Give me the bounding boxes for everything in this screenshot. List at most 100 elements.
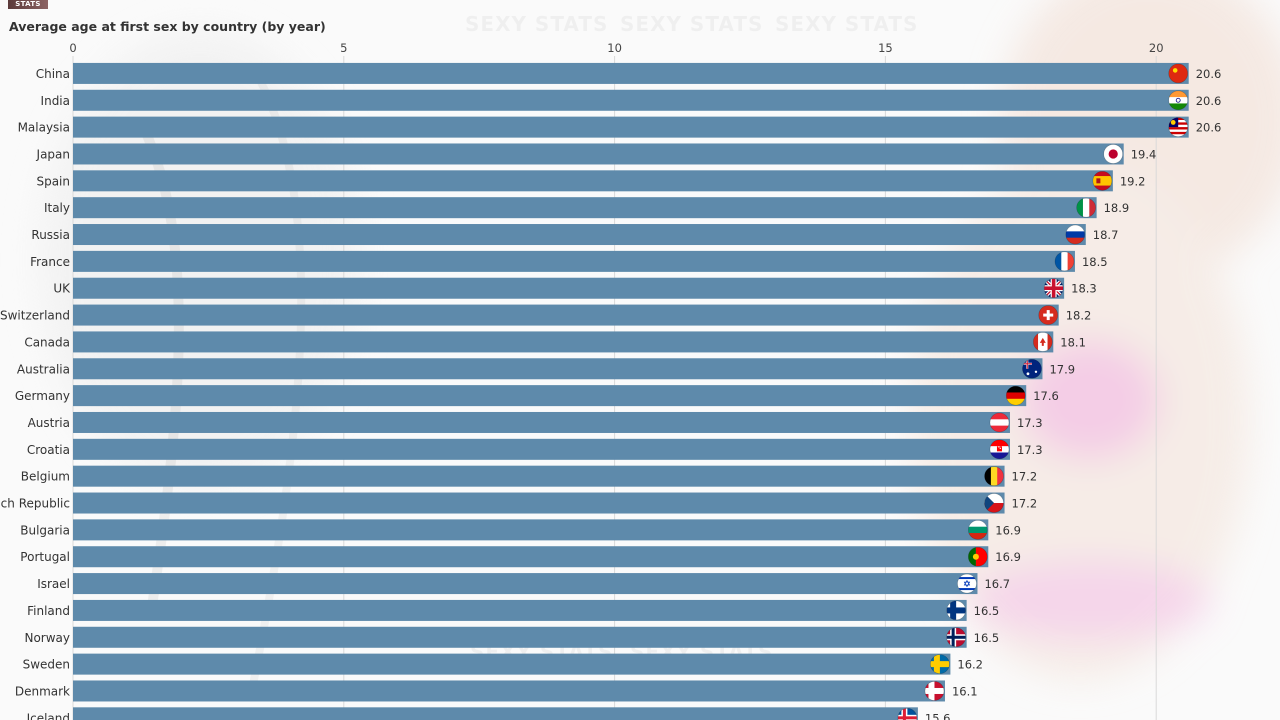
bar — [73, 224, 1086, 246]
japan-flag-icon — [1103, 144, 1124, 164]
value-label: 17.3 — [1017, 443, 1043, 457]
value-label: 16.9 — [995, 523, 1021, 537]
category-label: Croatia — [27, 443, 70, 457]
bar-row: Denmark 16.1 — [15, 680, 978, 702]
category-label: Germany — [15, 389, 70, 403]
category-label: Bulgaria — [20, 523, 70, 537]
sweden-flag-icon — [930, 654, 950, 674]
portugal-flag-icon — [968, 546, 988, 567]
category-label: Russia — [31, 228, 70, 242]
bar-row: Japan 19.4 — [36, 143, 1156, 165]
bar-row: Russia 18.7 — [31, 224, 1119, 246]
bar — [73, 653, 951, 675]
france-flag-icon — [1054, 251, 1075, 272]
bar — [73, 62, 1189, 84]
bar-row: Canada 18.1 — [24, 331, 1086, 353]
value-label: 16.1 — [952, 684, 978, 698]
germany-flag-icon — [1005, 385, 1026, 406]
category-label: Belgium — [21, 470, 70, 484]
value-label: 18.1 — [1060, 335, 1086, 349]
value-label: 19.2 — [1120, 174, 1146, 188]
india-flag-icon — [1168, 90, 1188, 111]
bar — [73, 573, 978, 595]
bar — [73, 438, 1010, 460]
value-label: 20.6 — [1196, 121, 1222, 135]
category-label: Norway — [24, 631, 70, 645]
category-label: Finland — [27, 604, 70, 618]
category-label: China — [36, 67, 70, 81]
bar-row: France 18.5 — [30, 250, 1108, 272]
israel-flag-icon — [957, 573, 977, 594]
finland-flag-icon — [946, 600, 966, 621]
category-label: Denmark — [15, 684, 70, 698]
x-tick-label: 20 — [1149, 41, 1164, 55]
bar-row: India 20.6 — [41, 89, 1221, 111]
bar — [73, 250, 1075, 272]
category-label: Malaysia — [18, 121, 70, 135]
bar — [73, 358, 1043, 380]
category-label: UK — [53, 282, 71, 296]
value-label: 18.3 — [1071, 282, 1097, 296]
category-label: Portugal — [20, 550, 70, 564]
watermark: SEXY STATS — [775, 12, 918, 36]
category-label: Iceland — [27, 711, 70, 720]
bar-row: Israel 16.7 — [37, 573, 1010, 595]
bar-row: Switzerland 18.2 — [0, 304, 1092, 326]
value-label: 18.2 — [1066, 309, 1092, 323]
russia-flag-icon — [1065, 224, 1086, 245]
watermark: SEXY STATS — [465, 12, 608, 36]
category-label: Sweden — [23, 658, 70, 672]
bar — [73, 331, 1054, 353]
bar-row: Czech Republic 17.2 — [0, 492, 1038, 514]
value-label: 16.2 — [957, 658, 983, 672]
bar-row: Australia 17.9 — [17, 358, 1075, 380]
bar-row: UK 18.3 — [53, 277, 1097, 299]
value-label: 17.3 — [1017, 416, 1043, 430]
value-label: 18.5 — [1082, 255, 1108, 269]
value-label: 17.6 — [1033, 389, 1059, 403]
category-label: Italy — [44, 201, 70, 215]
bar — [73, 197, 1097, 219]
category-label: Australia — [17, 362, 70, 376]
value-label: 18.7 — [1093, 228, 1119, 242]
bar-row: Belgium 17.2 — [21, 465, 1038, 487]
x-tick-label: 0 — [69, 41, 76, 55]
bar-row: Sweden 16.2 — [23, 653, 983, 675]
value-label: 17.2 — [1012, 470, 1038, 484]
x-tick-label: 15 — [878, 41, 893, 55]
category-label: Israel — [37, 577, 70, 591]
denmark-flag-icon — [924, 681, 945, 701]
bar-row: Finland 16.5 — [27, 599, 999, 621]
switzerland-flag-icon — [1038, 305, 1059, 325]
bar — [73, 546, 989, 568]
bar-row: Bulgaria 16.9 — [20, 519, 1021, 541]
bar — [73, 143, 1124, 165]
bar — [73, 385, 1027, 407]
bar — [73, 680, 945, 702]
uk-flag-icon — [1043, 278, 1064, 299]
australia-flag-icon — [1022, 358, 1042, 379]
value-label: 15.6 — [925, 711, 951, 720]
value-label: 16.5 — [974, 631, 1000, 645]
bar — [73, 519, 989, 541]
x-tick-label: 10 — [607, 41, 622, 55]
category-label: India — [41, 94, 70, 108]
bar-row: Portugal 16.9 — [20, 546, 1021, 568]
bar — [73, 411, 1010, 433]
bar — [73, 304, 1059, 326]
china-flag-icon — [1168, 63, 1188, 84]
value-label: 17.9 — [1049, 362, 1075, 376]
bar — [73, 465, 1005, 487]
bar — [73, 277, 1065, 299]
bar-row: Norway 16.5 — [24, 626, 1000, 648]
bulgaria-flag-icon — [968, 520, 988, 540]
norway-flag-icon — [946, 627, 966, 648]
x-tick-label: 5 — [340, 41, 347, 55]
value-label: 16.7 — [984, 577, 1010, 591]
channel-logo: STATS — [8, 0, 48, 9]
category-label: France — [30, 255, 70, 269]
bar-row: Malaysia 20.6 — [18, 116, 1222, 138]
category-label: Spain — [36, 174, 70, 188]
value-label: 17.2 — [1012, 497, 1038, 511]
